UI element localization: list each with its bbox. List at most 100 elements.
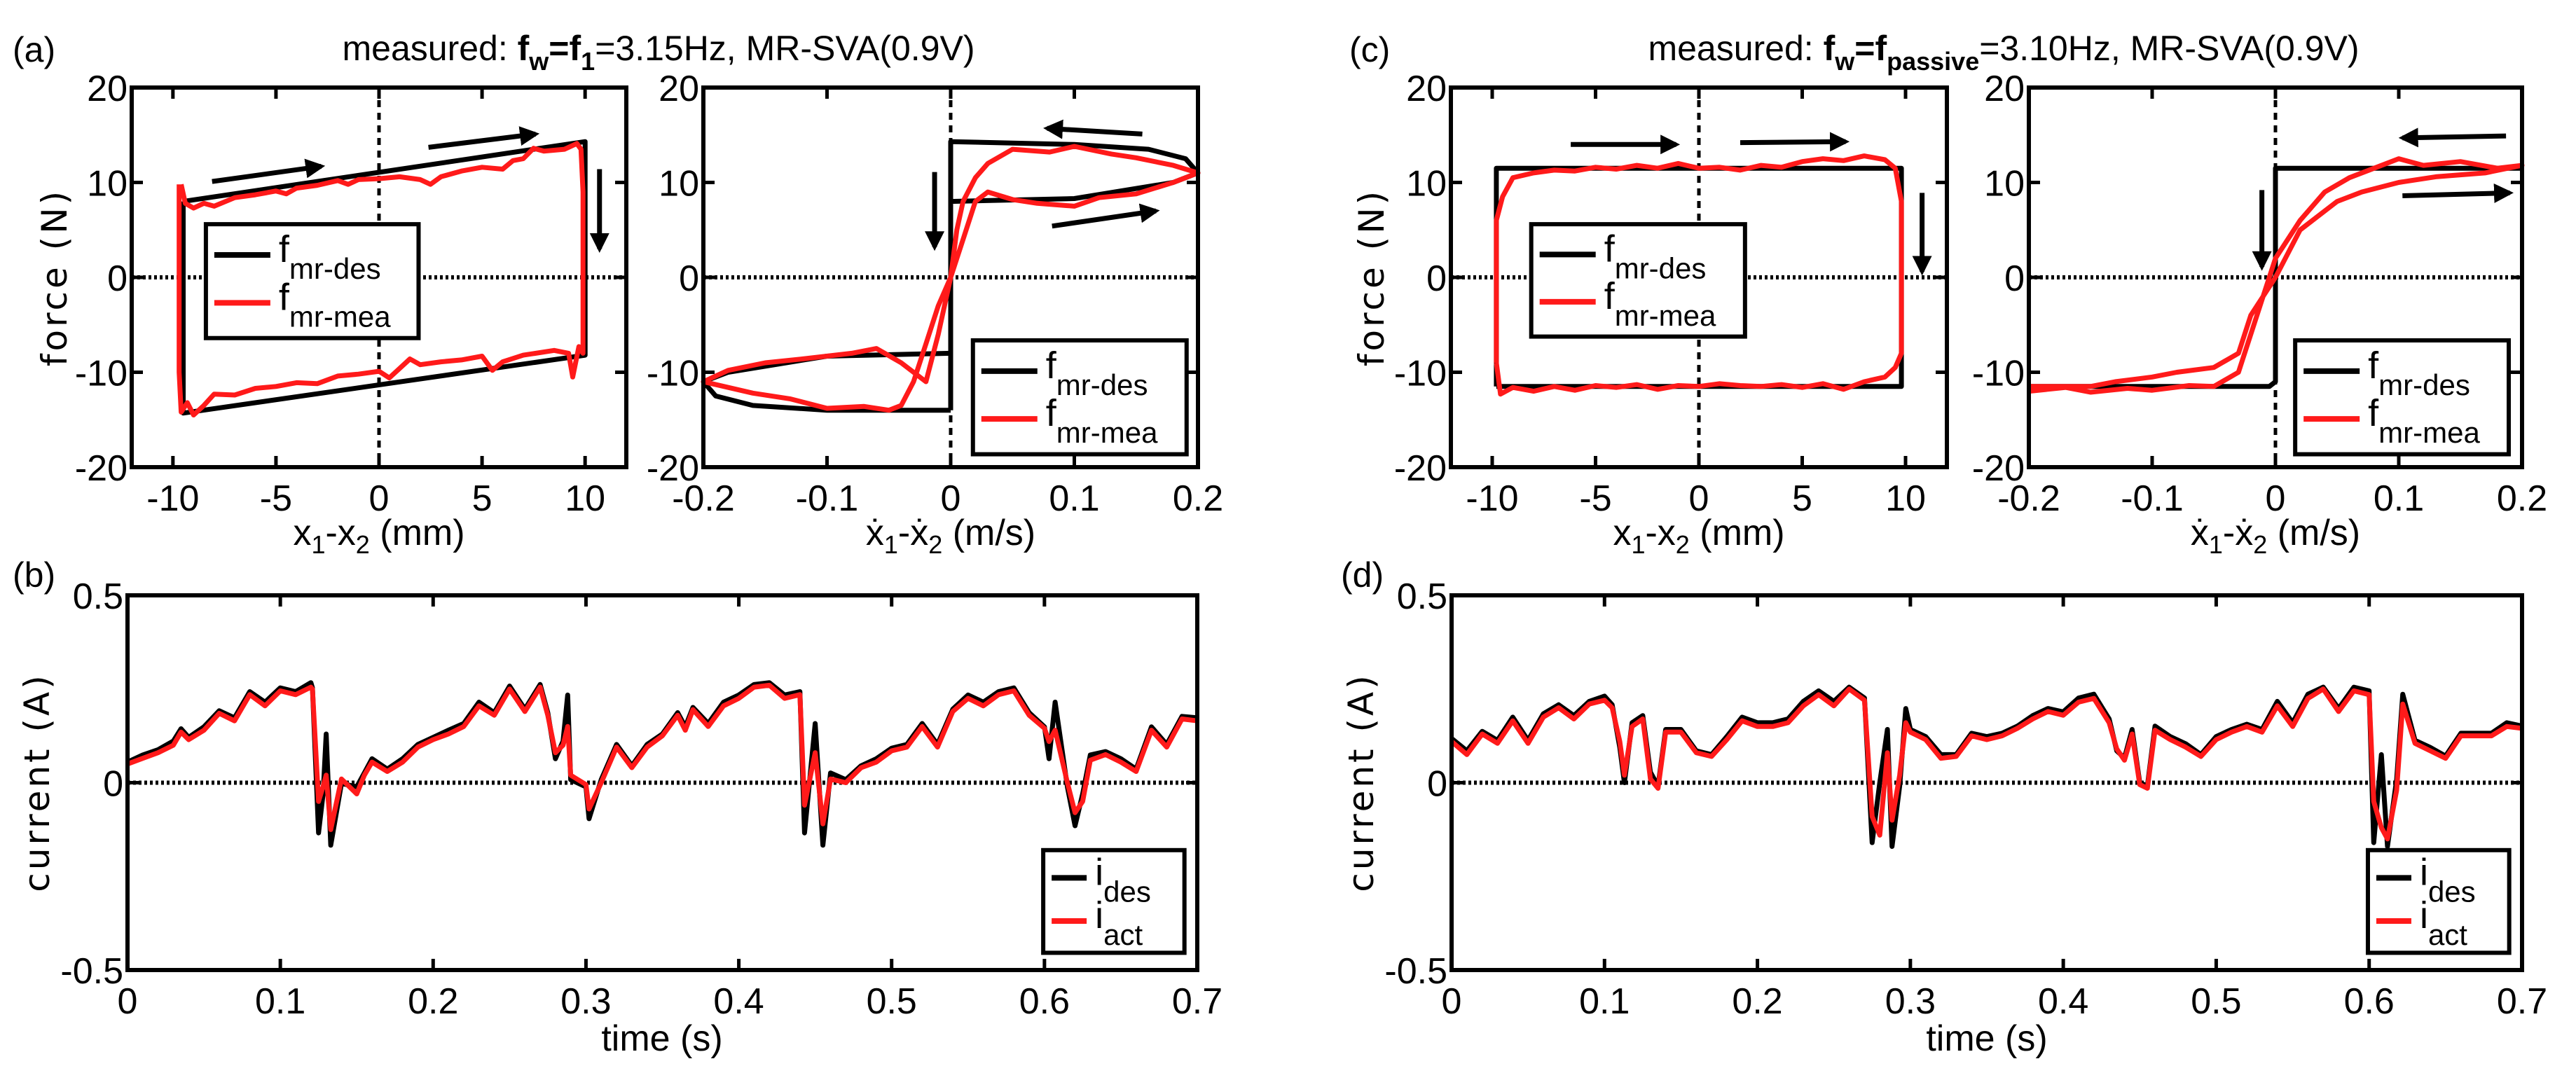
legend-label-sub: mr-des	[289, 252, 381, 285]
legend-label-main: i	[1095, 851, 1103, 893]
y-tick-label: -0.5	[1384, 951, 1447, 992]
legend-box	[1041, 847, 1187, 955]
x-label-sub: 2	[2253, 530, 2267, 559]
x-label-part: ẋ	[866, 513, 884, 553]
x-tick-label: 0	[1689, 478, 1709, 519]
x-label-part: (mm)	[1690, 513, 1785, 553]
x-label-sub: 1	[2209, 530, 2223, 559]
panel-label-a: (a)	[13, 30, 55, 69]
legend-label-sub: des	[1103, 875, 1151, 908]
x-tick-label: 0.3	[560, 981, 611, 1022]
x-label-part: -ẋ	[898, 513, 928, 553]
legend-label-main: i	[2420, 851, 2428, 893]
title-left: measured: fw=f1=3.15Hz, MR-SVA(0.9V)	[343, 29, 975, 76]
y-tick-label: 0.5	[73, 576, 123, 617]
x-tick-label: 0.7	[2497, 981, 2547, 1022]
x-label-sub: 2	[928, 530, 942, 559]
legend-label-main: f	[279, 276, 290, 318]
x-label-part: (m/s)	[2267, 513, 2360, 553]
title-text: =3.15Hz, MR-SVA(0.9V)	[595, 29, 974, 68]
legend-label-sub: mr-mea	[2378, 416, 2480, 449]
direction-arrow	[428, 126, 540, 150]
series-line-i_des	[1449, 684, 2523, 849]
y-tick-label: 0	[107, 258, 128, 299]
x-tick-label: -0.1	[2121, 478, 2184, 519]
title-subscript: w	[1834, 47, 1855, 76]
direction-arrow	[1043, 119, 1143, 139]
x-tick-label: 0	[118, 981, 138, 1022]
x-tick-label: 0.1	[1579, 981, 1630, 1022]
x-label-part: ẋ	[2191, 513, 2209, 553]
direction-arrow	[1052, 203, 1160, 229]
legend-box	[2293, 338, 2511, 457]
y-tick-label: 10	[87, 164, 128, 205]
series-line-i_act	[126, 682, 1198, 832]
y-tick-label: -10	[1394, 354, 1447, 394]
series-line-f_mr-mea	[701, 144, 1201, 413]
x-tick-label: 0	[1442, 981, 1462, 1022]
title-subscript: 1	[581, 47, 595, 76]
x-tick-label: -5	[260, 478, 292, 519]
legend-label: fmr-des	[1604, 228, 1707, 284]
title-text: measured:	[343, 29, 518, 68]
x-tick-label: 0.2	[408, 981, 458, 1022]
series-line-f_mr-des	[948, 139, 1201, 410]
y-tick-label: -20	[647, 448, 699, 489]
panel-label-b: (b)	[13, 555, 55, 595]
legend-label: iact	[2420, 894, 2467, 951]
legend-label: fmr-mea	[1046, 392, 1158, 449]
x-axis-label-a-right: ẋ1-ẋ2 (m/s)	[866, 513, 1035, 559]
title-text: f	[1824, 29, 1835, 68]
x-tick-label: 0.4	[713, 981, 764, 1022]
y-axis-label-c: force (N)	[1351, 188, 1392, 366]
x-tick-label: 0	[369, 478, 390, 519]
title-right: measured: fw=fpassive=3.10Hz, MR-SVA(0.9…	[1648, 29, 2359, 76]
legend-label-sub: mr-des	[1615, 251, 1707, 284]
title-subscript: passive	[1887, 47, 1979, 76]
title-text: =f	[1854, 29, 1887, 68]
legend-label-sub: des	[2428, 875, 2476, 908]
y-axis-label-b: current (A)	[17, 672, 57, 892]
x-label-part: -ẋ	[2223, 513, 2253, 553]
legend-box	[2365, 847, 2512, 955]
legend-label-main: f	[2368, 392, 2379, 434]
y-tick-label: 10	[1984, 164, 2025, 205]
panel-label-d: (d)	[1341, 555, 1384, 595]
y-tick-label: -20	[1394, 448, 1447, 489]
legend-label: fmr-mea	[1604, 275, 1716, 332]
y-tick-label: 20	[659, 69, 699, 109]
x-tick-label: -0.2	[1997, 478, 2060, 519]
x-axis-label-d: time (s)	[1926, 1018, 2047, 1059]
y-tick-label: 0	[679, 258, 699, 299]
legend-label-main: f	[1046, 392, 1057, 434]
x-label-part: x	[1613, 513, 1631, 553]
x-tick-label: 0	[941, 478, 961, 519]
y-tick-label: 20	[1406, 69, 1447, 109]
title-text: measured:	[1648, 29, 1823, 68]
x-tick-label: -0.2	[672, 478, 735, 519]
series-line-i_act	[1449, 686, 2523, 842]
x-label-sub: 1	[1631, 530, 1645, 559]
x-label-sub: 1	[311, 530, 325, 559]
legend-label: fmr-mea	[2368, 392, 2480, 449]
direction-arrow	[212, 158, 326, 184]
direction-arrow	[1740, 132, 1850, 152]
y-tick-label: 0	[2004, 258, 2025, 299]
x-label-sub: 1	[884, 530, 898, 559]
x-tick-label: 0.3	[1885, 981, 1936, 1022]
x-tick-label: 0.2	[1173, 478, 1223, 519]
series-line-f_mr-des	[181, 139, 588, 416]
x-axis-label-a-left: x1-x2 (mm)	[293, 513, 464, 559]
x-tick-label: 5	[1792, 478, 1812, 519]
legend-label-main: f	[279, 228, 290, 270]
legend-label: ides	[1095, 851, 1151, 908]
y-axis-label-a: force (N)	[34, 188, 75, 366]
legend-box	[203, 222, 421, 340]
x-tick-label: 0.4	[2038, 981, 2088, 1022]
